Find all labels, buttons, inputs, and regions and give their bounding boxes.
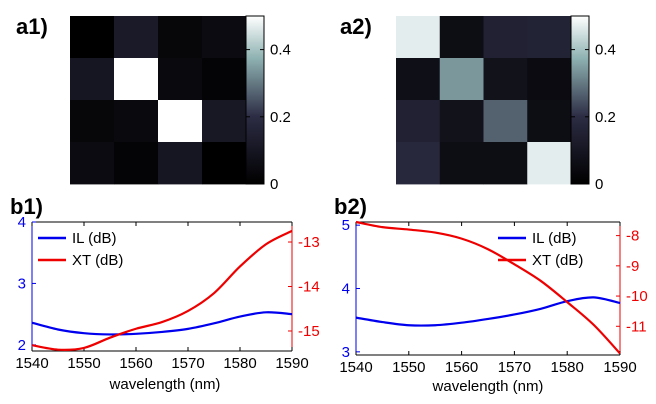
colorbar-a2: 0 0.2 0.4	[570, 15, 616, 193]
y-right-tick-label: -13	[298, 234, 320, 251]
heatmap-cell-r3-c2	[158, 142, 203, 185]
heatmap-cell-r3-c0	[396, 142, 441, 185]
x-tick-label: 1590	[603, 359, 636, 376]
heatmap-cell-r0-c0	[396, 16, 441, 59]
heatmap-cell-r0-c2	[158, 16, 203, 59]
y-left-tick-label: 3	[18, 275, 26, 292]
series-line-xt	[355, 220, 621, 355]
x-tick-label: 1560	[445, 359, 478, 376]
y-right-tick-label: -11	[626, 318, 647, 335]
line-chart-b1: 1540 1550 1560 1570 1580 1590 2 3 4 -15 -14 -13 IL (…	[15, 214, 319, 372]
heatmap-cell-r1-c0	[70, 58, 115, 101]
heatmap-cell-r1-c0	[396, 58, 441, 101]
panel-label-b2: b2)	[334, 194, 367, 219]
x-tick-label: 1570	[171, 355, 204, 372]
colorbar-a1: 0 0.2 0.4	[245, 15, 291, 193]
x-tick-label: 1580	[223, 355, 256, 372]
y-right-tick-label: -15	[298, 323, 320, 340]
heatmap-cell-r1-c2	[483, 58, 528, 101]
colorbar-tick-label: 0.2	[595, 109, 616, 126]
heatmap-cell-r2-c1	[439, 100, 484, 143]
heatmap-cell-r2-c2	[483, 100, 528, 143]
y-left-tick-label: 2	[18, 337, 26, 354]
panel-label-a2: a2)	[340, 14, 372, 39]
colorbar-scale	[570, 15, 590, 185]
colorbar-scale	[245, 15, 265, 185]
heatmap-cell-r3-c3	[202, 142, 247, 185]
legend-label: IL (dB)	[532, 230, 576, 247]
y-right-tick-label: -8	[626, 228, 639, 245]
colorbar-tick-label: 0.4	[270, 42, 291, 59]
panel-label-a1: a1)	[16, 14, 48, 39]
legend-label: XT (dB)	[532, 252, 583, 269]
panel-a2: a2) 0 0.2 0.4	[340, 14, 616, 193]
colorbar-tick-label: 0.2	[270, 109, 291, 126]
heatmap-cell-r2-c3	[527, 100, 572, 143]
colorbar-tick-label: 0.4	[595, 42, 616, 59]
y-right-tick-label: -14	[298, 279, 320, 296]
heatmap-cell-r1-c1	[439, 58, 484, 101]
y-right-tick-label: -9	[626, 258, 639, 275]
heatmap-cell-r1-c3	[527, 58, 572, 101]
x-tick-label: 1550	[392, 359, 425, 376]
colorbar-tick-label: 0	[270, 176, 278, 193]
heatmap-cell-r2-c0	[70, 100, 115, 143]
heatmap-cell-r0-c0	[70, 16, 115, 59]
heatmap-cell-r3-c0	[70, 142, 115, 185]
panel-a1: a1) 0 0.2 0.4	[16, 14, 291, 193]
y-left-tick-label: 4	[342, 281, 350, 298]
heatmap-cell-r2-c2	[158, 100, 203, 143]
line-chart-b2: 1540 1550 1560 1570 1580 1590 3 4 5 -11 -10 -9 -8 IL …	[339, 217, 647, 376]
heatmap-cell-r1-c3	[202, 58, 247, 101]
heatmap-cell-r3-c2	[483, 142, 528, 185]
x-tick-label: 1590	[275, 355, 308, 372]
heatmap-cell-r3-c1	[114, 142, 159, 185]
series-line-xt	[31, 229, 293, 351]
heatmap-a2	[396, 16, 572, 185]
series-line-il	[31, 311, 293, 336]
x-tick-label: 1570	[498, 359, 531, 376]
x-tick-label: 1560	[119, 355, 152, 372]
heatmap-cell-r3-c3	[527, 142, 572, 185]
heatmap-cell-r2-c3	[202, 100, 247, 143]
x-axis-label-b1: wavelength (nm)	[109, 376, 221, 393]
heatmap-cell-r2-c0	[396, 100, 441, 143]
heatmap-cell-r0-c1	[114, 16, 159, 59]
y-right-tick-label: -10	[626, 288, 648, 305]
x-axis-label-b2: wavelength (nm)	[432, 378, 544, 395]
heatmap-cell-r3-c1	[439, 142, 484, 185]
x-tick-label: 1540	[339, 359, 372, 376]
y-left-tick-label: 4	[18, 214, 26, 231]
heatmap-cell-r0-c3	[202, 16, 247, 59]
heatmap-cell-r0-c1	[439, 16, 484, 59]
legend-label: XT (dB)	[72, 252, 123, 269]
heatmap-cell-r1-c2	[158, 58, 203, 101]
panel-b2: b2) 1540 1550 1560 1570 1580 1590 3 4 5 -11 -10 -9 -…	[334, 194, 648, 395]
y-left-tick-label: 5	[342, 217, 350, 234]
heatmap-a1	[70, 16, 247, 185]
colorbar-tick-label: 0	[595, 176, 603, 193]
series-line-il	[355, 296, 621, 327]
heatmap-cell-r0-c3	[527, 16, 572, 59]
x-tick-label: 1540	[15, 355, 48, 372]
x-tick-label: 1550	[67, 355, 100, 372]
y-left-tick-label: 3	[342, 344, 350, 361]
heatmap-cell-r0-c2	[483, 16, 528, 59]
legend-label: IL (dB)	[72, 230, 116, 247]
panel-b1: b1) 1540 1550 1560 1570 1580 1590 2 3 4 -15 -14 -13…	[10, 194, 320, 393]
panel-label-b1: b1)	[10, 194, 43, 219]
x-tick-label: 1580	[551, 359, 584, 376]
heatmap-cell-r1-c1	[114, 58, 159, 101]
heatmap-cell-r2-c1	[114, 100, 159, 143]
